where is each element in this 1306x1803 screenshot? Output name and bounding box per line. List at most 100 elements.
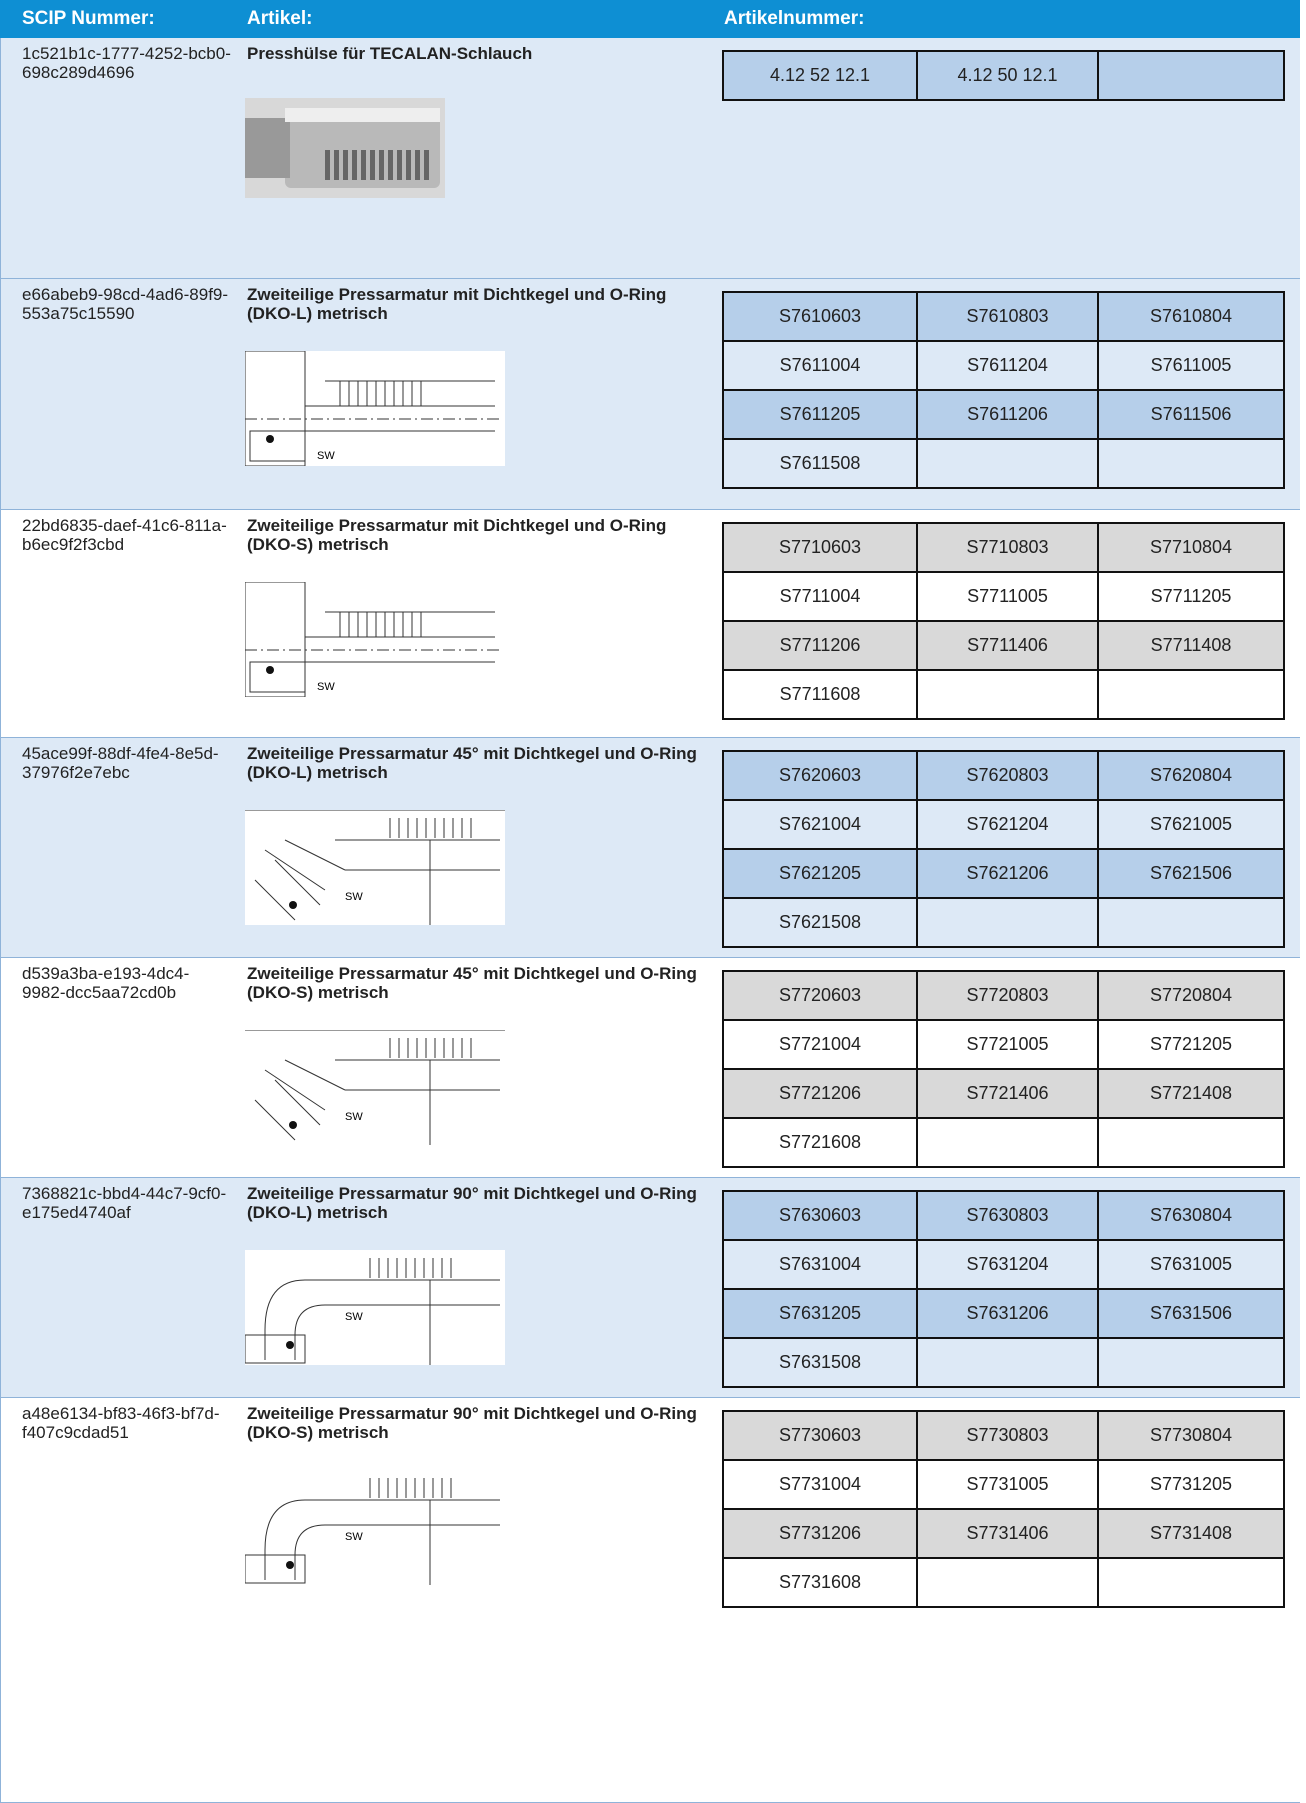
article-number-cell: S7630804	[1097, 1190, 1285, 1241]
article-name: Presshülse für TECALAN-Schlauch	[247, 44, 533, 63]
article-number-cell: S7711004	[722, 571, 918, 622]
svg-text:SW: SW	[317, 450, 335, 462]
article-number-cell	[1097, 669, 1285, 720]
article-number-cell: S7721206	[722, 1068, 918, 1119]
left-border	[0, 38, 1, 1803]
article-number-cell	[1097, 1117, 1285, 1168]
article-number-cell: S7620803	[916, 750, 1099, 801]
article-number-cell: S7621506	[1097, 848, 1285, 899]
article-number-cell: S7631206	[916, 1288, 1099, 1339]
article-number-cell: S7621204	[916, 799, 1099, 850]
scip-number: 22bd6835-daef-41c6-811a-b6ec9f2f3cbd	[22, 516, 227, 554]
article-number-cell	[916, 1557, 1099, 1608]
article-number-cell	[916, 1337, 1099, 1388]
article-number-cell: S7621206	[916, 848, 1099, 899]
article-number-cell: S7730603	[722, 1410, 918, 1461]
article-name: Zweiteilige Pressarmatur 45° mit Dichtke…	[247, 744, 697, 782]
article-number-cell: S7630803	[916, 1190, 1099, 1241]
header-scip: SCIP Nummer:	[22, 8, 155, 29]
article-number-cell: S7711205	[1097, 571, 1285, 622]
article-number-cell: S7621004	[722, 799, 918, 850]
header-artikel: Artikel:	[247, 8, 313, 29]
article-number-cell: S7710804	[1097, 522, 1285, 573]
article-number-cell: S7731206	[722, 1508, 918, 1559]
scip-number: 7368821c-bbd4-44c7-9cf0-e175ed4740af	[22, 1184, 227, 1222]
article-number-cell: S7711206	[722, 620, 918, 671]
scip-number: e66abeb9-98cd-4ad6-89f9-553a75c15590	[22, 285, 229, 323]
article-number-cell: S7710603	[722, 522, 918, 573]
svg-text:SW: SW	[345, 891, 363, 903]
scip-number: d539a3ba-e193-4dc4-9982-dcc5aa72cd0b	[22, 964, 190, 1002]
article-number-cell: S7721205	[1097, 1019, 1285, 1070]
article-number-cell: S7611206	[916, 389, 1099, 440]
article-number-cell	[916, 897, 1099, 948]
svg-text:SW: SW	[345, 1111, 363, 1123]
article-number-cell	[916, 1117, 1099, 1168]
article-number-cell: S7720803	[916, 970, 1099, 1021]
article-number-cell: S7731608	[722, 1557, 918, 1608]
article-number-cell	[1097, 50, 1285, 101]
svg-text:SW: SW	[345, 1531, 363, 1543]
article-image: SW	[245, 809, 505, 930]
article-number-cell: S7731004	[722, 1459, 918, 1510]
article-number-cell: S7621005	[1097, 799, 1285, 850]
article-image	[245, 88, 445, 213]
article-name: Zweiteilige Pressarmatur 45° mit Dichtke…	[247, 964, 697, 1002]
article-number-cell	[916, 438, 1099, 489]
article-number-cell: S7611204	[916, 340, 1099, 391]
article-number-cell: S7731205	[1097, 1459, 1285, 1510]
scip-number: 45ace99f-88df-4fe4-8e5d-37976f2e7ebc	[22, 744, 219, 782]
article-number-cell: S7610603	[722, 291, 918, 342]
article-number-cell: S7630603	[722, 1190, 918, 1241]
article-number-cell: S7731005	[916, 1459, 1099, 1510]
article-name: Zweiteilige Pressarmatur 90° mit Dichtke…	[247, 1184, 697, 1222]
article-number-cell: S7611005	[1097, 340, 1285, 391]
scip-number: a48e6134-bf83-46f3-bf7d-f407c9cdad51	[22, 1404, 220, 1442]
article-number-cell: S7610803	[916, 291, 1099, 342]
article-number-cell: S7730804	[1097, 1410, 1285, 1461]
header-artikelnummer: Artikelnummer:	[724, 8, 865, 29]
article-number-cell: S7631005	[1097, 1239, 1285, 1290]
article-number-cell: 4.12 50 12.1	[916, 50, 1099, 101]
article-name: Zweiteilige Pressarmatur mit Dichtkegel …	[247, 285, 667, 323]
article-number-cell	[916, 669, 1099, 720]
article-number-cell: S7710803	[916, 522, 1099, 573]
article-number-cell: S7631204	[916, 1239, 1099, 1290]
article-number-cell: S7620603	[722, 750, 918, 801]
article-number-cell: S7610804	[1097, 291, 1285, 342]
article-number-cell: S7621508	[722, 897, 918, 948]
article-number-cell: S7720603	[722, 970, 918, 1021]
article-number-cell: S7731406	[916, 1508, 1099, 1559]
article-number-cell: S7620804	[1097, 750, 1285, 801]
article-number-cell: S7720804	[1097, 970, 1285, 1021]
article-number-cell: S7711005	[916, 571, 1099, 622]
article-number-cell: S7721004	[722, 1019, 918, 1070]
article-number-cell: S7721608	[722, 1117, 918, 1168]
header-bar	[0, 0, 1300, 38]
svg-text:SW: SW	[345, 1311, 363, 1323]
article-number-cell	[1097, 1337, 1285, 1388]
article-number-cell: S7611506	[1097, 389, 1285, 440]
article-number-cell	[1097, 438, 1285, 489]
article-image: SW	[244, 350, 505, 471]
article-number-cell: S7611508	[722, 438, 918, 489]
article-number-cell: S7721005	[916, 1019, 1099, 1070]
article-number-cell: S7631506	[1097, 1288, 1285, 1339]
article-number-cell: S7611205	[722, 389, 918, 440]
article-number-cell: S7711608	[722, 669, 918, 720]
article-image: SW	[245, 1029, 505, 1150]
scip-number: 1c521b1c-1777-4252-bcb0-698c289d4696	[22, 44, 231, 82]
article-number-cell: S7611004	[722, 340, 918, 391]
article-number-cell: S7731408	[1097, 1508, 1285, 1559]
article-name: Zweiteilige Pressarmatur mit Dichtkegel …	[247, 516, 667, 554]
svg-text:SW: SW	[317, 681, 335, 693]
article-number-cell: S7721406	[916, 1068, 1099, 1119]
article-number-cell: S7631508	[722, 1337, 918, 1388]
article-number-cell: S7621205	[722, 848, 918, 899]
article-number-cell: S7631205	[722, 1288, 918, 1339]
article-number-cell: S7721408	[1097, 1068, 1285, 1119]
article-number-cell: S7730803	[916, 1410, 1099, 1461]
article-number-cell: S7711406	[916, 620, 1099, 671]
article-image: SW	[244, 1470, 505, 1590]
